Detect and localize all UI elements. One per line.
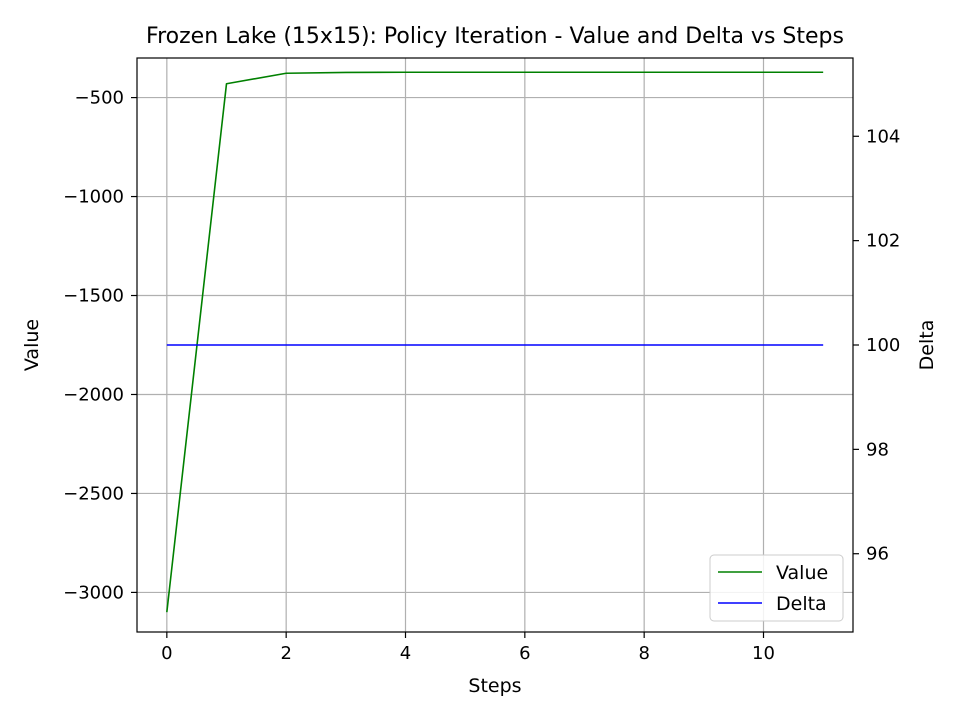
y-axis-ticks: −3000 −2500 −2000 −1500 −1000 −500 xyxy=(63,88,137,603)
y-tick-label: −2000 xyxy=(63,384,124,405)
x-tick-label: 8 xyxy=(638,643,649,664)
y-tick-label: −3000 xyxy=(63,582,124,603)
x-tick-label: 0 xyxy=(161,643,172,664)
y2-tick-label: 96 xyxy=(866,544,889,565)
series-line-value xyxy=(166,71,824,613)
x-tick-label: 6 xyxy=(519,643,530,664)
x-tick-label: 4 xyxy=(400,643,411,664)
plot-lines xyxy=(166,71,824,613)
y-tick-label: −2500 xyxy=(63,483,124,504)
x-tick-label: 10 xyxy=(752,643,775,664)
y2-axis-label: Delta xyxy=(916,320,938,371)
chart-title: Frozen Lake (15x15): Policy Iteration - … xyxy=(146,24,844,49)
x-axis-label: Steps xyxy=(468,675,521,697)
y-tick-label: −500 xyxy=(75,88,124,109)
legend-label-value: Value xyxy=(776,562,828,584)
y-tick-label: −1000 xyxy=(63,187,124,208)
legend-label-delta: Delta xyxy=(776,593,827,615)
y2-tick-label: 104 xyxy=(866,126,900,147)
x-tick-label: 2 xyxy=(280,643,291,664)
y2-tick-label: 98 xyxy=(866,439,889,460)
y2-axis-ticks: 96 98 100 102 104 xyxy=(853,126,900,565)
y-tick-label: −1500 xyxy=(63,286,124,307)
legend: Value Delta xyxy=(709,554,844,622)
y2-tick-label: 102 xyxy=(866,231,900,252)
y-axis-label: Value xyxy=(21,319,43,371)
y2-tick-label: 100 xyxy=(866,335,900,356)
x-axis-ticks: 0 2 4 6 8 10 xyxy=(161,632,775,664)
